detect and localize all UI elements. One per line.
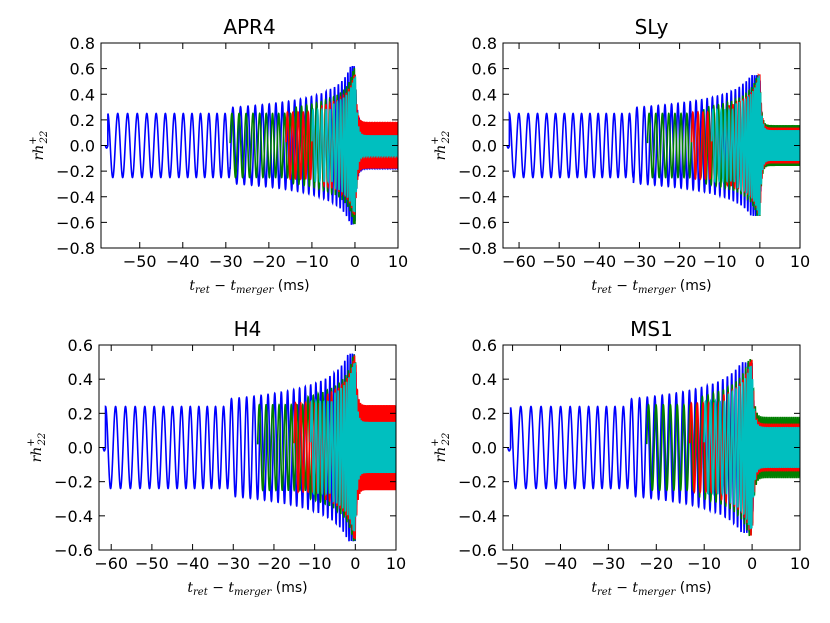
x-axis-label: tret − tmerger (ms) (187, 580, 307, 598)
x-tick-label: −40 (166, 252, 200, 271)
x-tick-label: 0 (350, 554, 360, 573)
panel-ms1: −50 −40 −30 −20 −10 0 10 0.6 0.4 0.2 0.0 −0.2 −0.4 −0… (430, 317, 810, 598)
x-tick-label: −20 (252, 252, 286, 271)
series-cyan-line (311, 76, 398, 213)
x-tick-label: 0 (350, 252, 360, 271)
y-tick-label: 0.6 (472, 60, 497, 79)
x-tick-label: −10 (298, 554, 332, 573)
x-tick-label: 0 (747, 554, 757, 573)
series-cyan-line (703, 365, 800, 530)
y-tick-label: 0.6 (68, 336, 93, 355)
y-tick-label: −0.8 (458, 239, 497, 258)
panel-h4: −60 −50 −40 −30 −20 −10 0 10 0.6 0.4 0.2 0.0 −0.2 −0.… (26, 317, 406, 598)
x-tick-label: 10 (790, 554, 810, 573)
y-tick-label: −0.4 (458, 507, 497, 526)
x-tick-label: −10 (703, 252, 737, 271)
x-tick-label: −30 (216, 554, 250, 573)
x-tick-label: −50 (496, 554, 530, 573)
y-tick-label: −0.6 (458, 213, 497, 232)
y-tick-label: 0.8 (472, 34, 497, 53)
x-tick-label: −40 (582, 252, 616, 271)
panel-title: MS1 (630, 317, 673, 341)
panel-title: APR4 (223, 15, 275, 39)
x-tick-label: −30 (623, 252, 657, 271)
y-tick-label: −0.2 (458, 473, 497, 492)
x-tick-label: −60 (502, 252, 536, 271)
y-tick-label: 0.2 (472, 404, 497, 423)
x-tick-label: −30 (592, 554, 626, 573)
panel-title: SLy (635, 15, 669, 39)
x-axis-label: tret − tmerger (ms) (189, 278, 309, 296)
y-tick-label: 0.6 (472, 336, 497, 355)
series-blue-line (104, 66, 398, 225)
y-tick-label: −0.4 (458, 188, 497, 207)
y-tick-label: 0.4 (472, 85, 497, 104)
y-axis-label: rh+22 (28, 131, 50, 161)
x-tick-label: −10 (295, 252, 329, 271)
series-green-line (645, 358, 800, 537)
x-tick-label: −20 (257, 554, 291, 573)
y-tick-label: 0.0 (472, 137, 497, 156)
x-tick-label: −10 (687, 554, 721, 573)
y-axis-label: rh+22 (430, 131, 452, 161)
x-axis-label: tret − tmerger (ms) (591, 278, 711, 296)
y-tick-label: 0.8 (70, 34, 95, 53)
x-tick-label: −20 (663, 252, 697, 271)
panel-title: H4 (234, 317, 262, 341)
y-tick-label: 0.0 (70, 137, 95, 156)
y-tick-label: 0.2 (472, 111, 497, 130)
x-tick-label: −50 (135, 554, 169, 573)
y-axis-label: rh+22 (26, 433, 48, 463)
series-cyan-line (309, 362, 396, 532)
x-tick-label: −50 (123, 252, 157, 271)
series-cyan-line (710, 75, 800, 216)
x-tick-label: −20 (639, 554, 673, 573)
y-tick-label: 0.6 (70, 60, 95, 79)
x-axis-label: tret − tmerger (ms) (591, 580, 711, 598)
y-tick-label: 0.4 (472, 370, 497, 389)
x-tick-label: 0 (755, 252, 765, 271)
y-tick-label: −0.2 (56, 162, 95, 181)
panel-apr4: −50 −40 −30 −20 −10 0 10 0.8 0.6 0.4 0.2 0.0 −0.2 −0.… (28, 15, 408, 296)
y-tick-label: 0.0 (472, 439, 497, 458)
y-tick-label: 0.2 (70, 111, 95, 130)
y-tick-label: 0.4 (68, 370, 93, 389)
y-tick-label: 0.0 (68, 439, 93, 458)
x-tick-label: −40 (544, 554, 578, 573)
x-tick-label: 10 (790, 252, 810, 271)
x-tick-label: −40 (176, 554, 210, 573)
x-tick-label: −60 (94, 554, 128, 573)
y-tick-label: −0.4 (56, 188, 95, 207)
y-tick-label: −0.6 (56, 213, 95, 232)
y-tick-label: −0.2 (54, 473, 93, 492)
y-tick-label: 0.2 (68, 404, 93, 423)
panel-sly: −60 −50 −40 −30 −20 −10 0 10 0.8 0.6 0.4 0.2 0.0 −0.2… (430, 15, 810, 296)
y-tick-label: −0.4 (54, 507, 93, 526)
x-tick-label: 10 (386, 554, 406, 573)
y-tick-label: −0.6 (458, 541, 497, 560)
y-tick-label: −0.6 (54, 541, 93, 560)
y-axis-label: rh+22 (430, 433, 452, 463)
y-tick-label: 0.4 (70, 85, 95, 104)
x-tick-label: −50 (542, 252, 576, 271)
x-tick-label: −30 (209, 252, 243, 271)
y-tick-label: −0.8 (56, 239, 95, 258)
y-tick-label: −0.2 (458, 162, 497, 181)
x-tick-label: 10 (388, 252, 408, 271)
